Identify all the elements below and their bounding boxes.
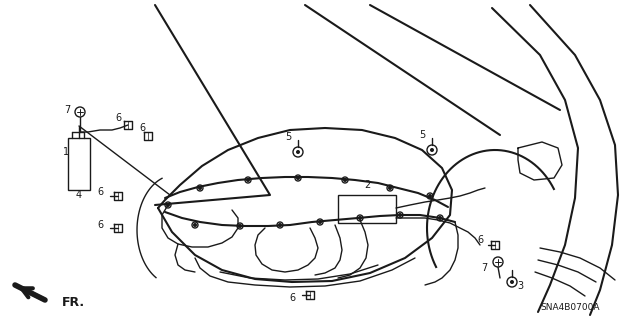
Circle shape bbox=[238, 224, 242, 228]
Circle shape bbox=[193, 223, 197, 227]
Circle shape bbox=[427, 193, 433, 199]
Text: 6: 6 bbox=[97, 187, 103, 197]
Circle shape bbox=[342, 177, 348, 183]
Circle shape bbox=[75, 107, 85, 117]
Text: 3: 3 bbox=[517, 281, 523, 291]
Circle shape bbox=[237, 223, 243, 229]
Text: 7: 7 bbox=[481, 263, 487, 273]
Circle shape bbox=[246, 178, 250, 182]
Circle shape bbox=[427, 145, 437, 155]
Text: 6: 6 bbox=[97, 220, 103, 230]
Text: 6: 6 bbox=[289, 293, 295, 303]
Circle shape bbox=[197, 185, 203, 191]
Circle shape bbox=[245, 177, 251, 183]
Circle shape bbox=[278, 223, 282, 227]
Text: 6: 6 bbox=[115, 113, 121, 123]
Bar bbox=[338, 195, 396, 223]
Circle shape bbox=[510, 280, 514, 284]
Circle shape bbox=[295, 175, 301, 181]
Text: 4: 4 bbox=[76, 190, 82, 200]
Circle shape bbox=[387, 185, 393, 191]
Circle shape bbox=[293, 147, 303, 157]
Circle shape bbox=[398, 213, 402, 217]
Circle shape bbox=[296, 150, 300, 154]
Text: 2: 2 bbox=[364, 180, 370, 190]
Circle shape bbox=[198, 186, 202, 190]
Text: 5: 5 bbox=[285, 132, 291, 142]
Circle shape bbox=[358, 216, 362, 220]
Circle shape bbox=[296, 176, 300, 180]
Text: 1: 1 bbox=[63, 147, 69, 157]
Circle shape bbox=[438, 216, 442, 220]
Circle shape bbox=[166, 203, 170, 207]
Circle shape bbox=[277, 222, 283, 228]
Circle shape bbox=[192, 222, 198, 228]
Circle shape bbox=[430, 148, 434, 152]
Circle shape bbox=[397, 212, 403, 218]
Circle shape bbox=[388, 186, 392, 190]
Text: 6: 6 bbox=[477, 235, 483, 245]
Circle shape bbox=[428, 194, 432, 198]
Circle shape bbox=[437, 215, 443, 221]
Circle shape bbox=[507, 277, 517, 287]
Text: 7: 7 bbox=[64, 105, 70, 115]
Text: 6: 6 bbox=[139, 123, 145, 133]
Text: FR.: FR. bbox=[62, 296, 85, 309]
Circle shape bbox=[317, 219, 323, 225]
Circle shape bbox=[318, 220, 322, 224]
Circle shape bbox=[493, 257, 503, 267]
Circle shape bbox=[357, 215, 363, 221]
Circle shape bbox=[343, 178, 347, 182]
Text: 5: 5 bbox=[419, 130, 425, 140]
Bar bbox=[68, 138, 90, 190]
Text: SNA4B0700A: SNA4B0700A bbox=[540, 303, 600, 313]
Circle shape bbox=[165, 202, 171, 208]
